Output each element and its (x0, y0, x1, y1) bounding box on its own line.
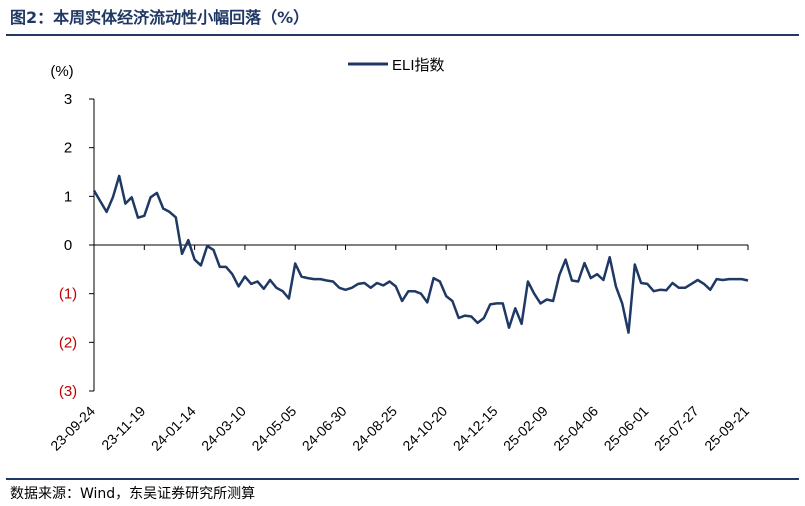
y-tick-label: 3 (64, 91, 72, 108)
x-tick-label: 24-03-10 (198, 403, 249, 454)
x-tick-label: 23-11-19 (98, 403, 148, 453)
x-tick-label: 24-12-15 (450, 403, 501, 454)
y-tick-label: (3) (59, 383, 77, 400)
figure-title: 图2：本周实体经济流动性小幅回落（%） (10, 8, 310, 27)
x-tick-label: 25-06-01 (601, 403, 652, 454)
legend-label: ELI指数 (392, 57, 445, 74)
axes (89, 98, 749, 392)
source-rule (6, 478, 799, 480)
x-tick-label: 25-02-09 (500, 403, 551, 454)
y-tick-label: 1 (64, 188, 72, 205)
y-tick-labels: 3 2 1 0 (1) (2) (3) (59, 91, 77, 400)
eli-line-chart: (%) ELI指数 3 2 1 0 (1) (2) (3) 23-09-24 23-11-19… (47, 57, 752, 454)
x-tick-label: 24-06-30 (299, 403, 350, 454)
y-tick-label: (2) (59, 334, 77, 351)
y-tick-label: 2 (64, 140, 72, 157)
x-tick-label: 23-09-24 (47, 403, 98, 454)
x-tick-label: 25-09-21 (701, 403, 752, 454)
y-tick-label: (1) (59, 286, 77, 303)
x-tick-label: 25-04-06 (550, 403, 601, 454)
x-tick-label: 25-07-27 (651, 403, 702, 454)
x-tick-labels: 23-09-24 23-11-19 24-01-14 24-03-10 24-05-05… (47, 403, 752, 454)
legend: ELI指数 (348, 57, 445, 74)
y-axis-label: (%) (50, 63, 73, 80)
x-tick-label: 24-08-25 (349, 403, 400, 454)
source-note: 数据来源：Wind，东吴证券研究所测算 (10, 486, 256, 502)
title-rule (6, 34, 799, 36)
x-tick-label: 24-01-14 (148, 403, 199, 454)
y-tick-label: 0 (64, 237, 72, 254)
x-tick-label: 24-10-20 (399, 403, 450, 454)
eli-series-line (92, 174, 749, 334)
x-tick-label: 24-05-05 (248, 403, 299, 454)
